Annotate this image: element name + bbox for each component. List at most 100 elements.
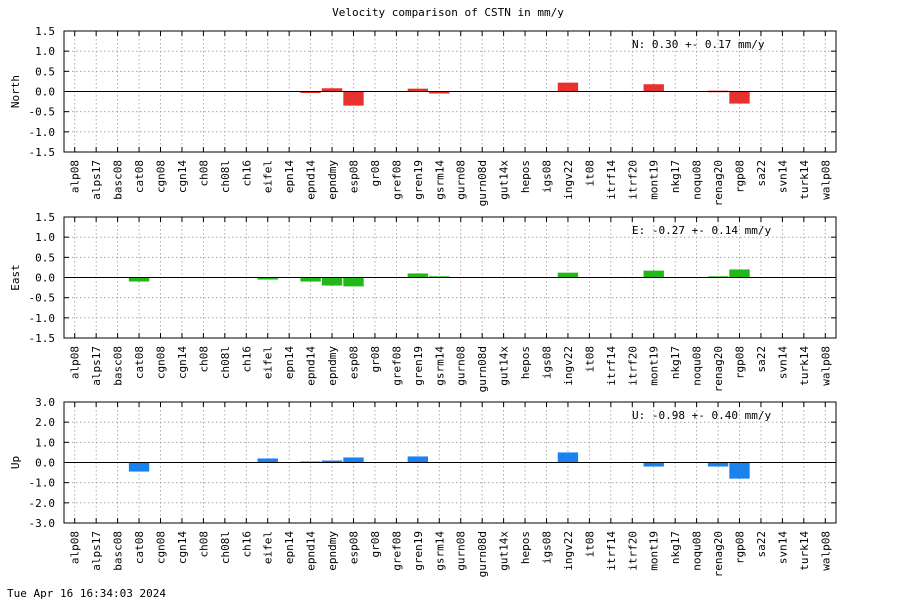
- x-tick-label-gren19: gren19: [412, 531, 425, 571]
- bar-epnd14: [300, 277, 321, 282]
- x-tick-label-gurn08: gurn08: [455, 531, 468, 571]
- x-tick-label-esp08: esp08: [348, 531, 361, 564]
- bar-mont19: [643, 462, 664, 467]
- x-tick-label-noqu08: noqu08: [691, 531, 704, 571]
- bar-gren19: [407, 88, 429, 92]
- stats-annotation: E: -0.27 +- 0.14 mm/y: [632, 224, 771, 237]
- bar-gsrm14: [429, 91, 450, 94]
- x-tick-label-turk14: turk14: [798, 160, 811, 200]
- x-tick-label-itrf20: itrf20: [626, 531, 639, 571]
- x-tick-label-noqu08: noqu08: [691, 346, 704, 386]
- y-tick-label: -2.0: [29, 497, 56, 510]
- x-tick-label-ingv22: ingv22: [562, 160, 575, 200]
- chart-panel-up: 3.0 2.0 1.0 0.0 -1.0 -2.0 -3.0 alp08 alps17 basc0…: [9, 396, 837, 577]
- x-tick-label-cgn08: cgn08: [155, 531, 168, 564]
- x-tick-label-alp08: alp08: [69, 160, 82, 193]
- x-tick-label-eifel: eifel: [262, 531, 275, 564]
- x-tick-label-gurn08d: gurn08d: [476, 531, 489, 577]
- stats-annotation: N: 0.30 +- 0.17 mm/y: [632, 38, 765, 51]
- bar-ingv22: [557, 272, 579, 278]
- x-tick-label-alps17: alps17: [90, 531, 103, 571]
- x-tick-label-epndmy: epndmy: [326, 160, 339, 200]
- y-axis-label: East: [9, 264, 22, 291]
- y-tick-label: 0.5: [35, 65, 55, 78]
- x-tick-label-alps17: alps17: [90, 160, 103, 200]
- x-tick-label-noqu08: noqu08: [691, 160, 704, 200]
- y-tick-label: -1.0: [29, 477, 56, 490]
- x-tick-label-it08: it08: [583, 346, 596, 373]
- y-tick-label: 0.0: [35, 457, 55, 470]
- x-tick-label-gsrm14: gsrm14: [433, 346, 446, 386]
- x-tick-label-sa22: sa22: [755, 346, 768, 373]
- bar-esp08: [343, 457, 364, 463]
- x-tick-label-renag20: renag20: [712, 346, 725, 392]
- x-tick-label-gurn08d: gurn08d: [476, 160, 489, 206]
- y-tick-label: 0.0: [35, 272, 55, 285]
- x-tick-label-gr08: gr08: [369, 346, 382, 373]
- x-tick-label-gurn08: gurn08: [455, 346, 468, 386]
- x-tick-label-igs08: igs08: [541, 346, 554, 379]
- x-tick-label-eifel: eifel: [262, 160, 275, 193]
- x-tick-label-sa22: sa22: [755, 160, 768, 187]
- x-tick-label-itrf14: itrf14: [605, 346, 618, 386]
- bar-epndmy: [321, 277, 343, 286]
- x-tick-label-basc08: basc08: [112, 160, 125, 200]
- x-tick-label-alp08: alp08: [69, 346, 82, 379]
- x-tick-label-gref08: gref08: [390, 531, 403, 571]
- x-tick-label-basc08: basc08: [112, 531, 125, 571]
- stats-annotation: U: -0.98 +- 0.40 mm/y: [632, 409, 771, 422]
- x-tick-label-walp08: walp08: [819, 531, 832, 571]
- y-tick-label: 1.5: [35, 25, 55, 38]
- chart-panel-north: 1.5 1.0 0.5 0.0 -0.5 -1.0 -1.5 alp08 alps17 basc0…: [9, 25, 837, 206]
- bar-mont19: [643, 84, 664, 92]
- bar-cat08: [128, 277, 150, 282]
- y-tick-label: -1.0: [29, 312, 56, 325]
- timestamp: Tue Apr 16 16:34:03 2024: [7, 587, 166, 600]
- x-tick-label-cat08: cat08: [133, 531, 146, 564]
- y-axis-label: North: [9, 75, 22, 108]
- x-tick-label-gsrm14: gsrm14: [433, 531, 446, 571]
- chart-title: Velocity comparison of CSTN in mm/y: [332, 6, 564, 19]
- x-tick-label-rgp08: rgp08: [734, 531, 747, 564]
- x-tick-label-nkg17: nkg17: [669, 531, 682, 564]
- x-tick-label-cgn14: cgn14: [176, 160, 189, 193]
- x-tick-label-ch08: ch08: [197, 531, 210, 558]
- x-tick-label-eifel: eifel: [262, 346, 275, 379]
- bar-cat08: [128, 462, 150, 472]
- x-tick-label-rgp08: rgp08: [734, 160, 747, 193]
- x-tick-label-ch16: ch16: [240, 346, 253, 373]
- x-tick-label-igs08: igs08: [541, 531, 554, 564]
- bar-mont19: [643, 270, 664, 278]
- bar-eifel: [257, 458, 278, 463]
- x-tick-label-epn14: epn14: [283, 531, 296, 564]
- y-tick-label: 2.0: [35, 416, 55, 429]
- x-tick-label-mont19: mont19: [648, 160, 661, 200]
- x-tick-label-gref08: gref08: [390, 346, 403, 386]
- x-tick-label-turk14: turk14: [798, 346, 811, 386]
- x-tick-label-cgn08: cgn08: [155, 346, 168, 379]
- x-tick-label-gurn08d: gurn08d: [476, 346, 489, 392]
- x-tick-label-epndmy: epndmy: [326, 531, 339, 571]
- x-tick-label-cat08: cat08: [133, 160, 146, 193]
- bar-ingv22: [557, 82, 579, 92]
- bar-eifel: [257, 277, 278, 280]
- x-tick-label-mont19: mont19: [648, 531, 661, 571]
- x-tick-label-itrf20: itrf20: [626, 346, 639, 386]
- y-tick-label: 3.0: [35, 396, 55, 409]
- x-tick-label-igs08: igs08: [541, 160, 554, 193]
- bar-esp08: [343, 277, 364, 287]
- x-tick-label-epnd14: epnd14: [305, 531, 318, 571]
- x-tick-label-ch08l: ch08l: [219, 160, 232, 193]
- x-tick-label-gren19: gren19: [412, 160, 425, 200]
- x-tick-label-renag20: renag20: [712, 531, 725, 577]
- y-tick-label: -1.5: [29, 332, 56, 345]
- y-tick-label: 1.0: [35, 45, 55, 58]
- x-tick-label-ch16: ch16: [240, 160, 253, 187]
- x-tick-label-nkg17: nkg17: [669, 346, 682, 379]
- x-tick-label-epnd14: epnd14: [305, 346, 318, 386]
- x-tick-label-cat08: cat08: [133, 346, 146, 379]
- x-tick-label-gr08: gr08: [369, 160, 382, 187]
- x-tick-label-gut14x: gut14x: [498, 160, 511, 200]
- bar-rgp08: [729, 462, 750, 479]
